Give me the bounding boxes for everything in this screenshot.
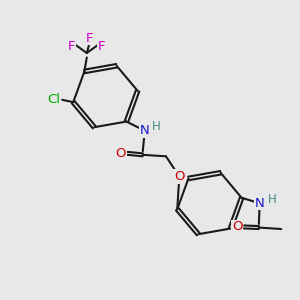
Text: H: H — [268, 193, 276, 206]
Text: N: N — [140, 124, 149, 137]
Text: N: N — [255, 197, 264, 210]
Text: O: O — [232, 220, 242, 233]
Text: Cl: Cl — [48, 93, 61, 106]
Text: F: F — [98, 40, 105, 53]
Text: F: F — [68, 40, 76, 53]
Text: O: O — [174, 170, 184, 183]
Text: O: O — [116, 147, 126, 160]
Text: H: H — [152, 120, 161, 134]
Text: F: F — [86, 32, 94, 45]
